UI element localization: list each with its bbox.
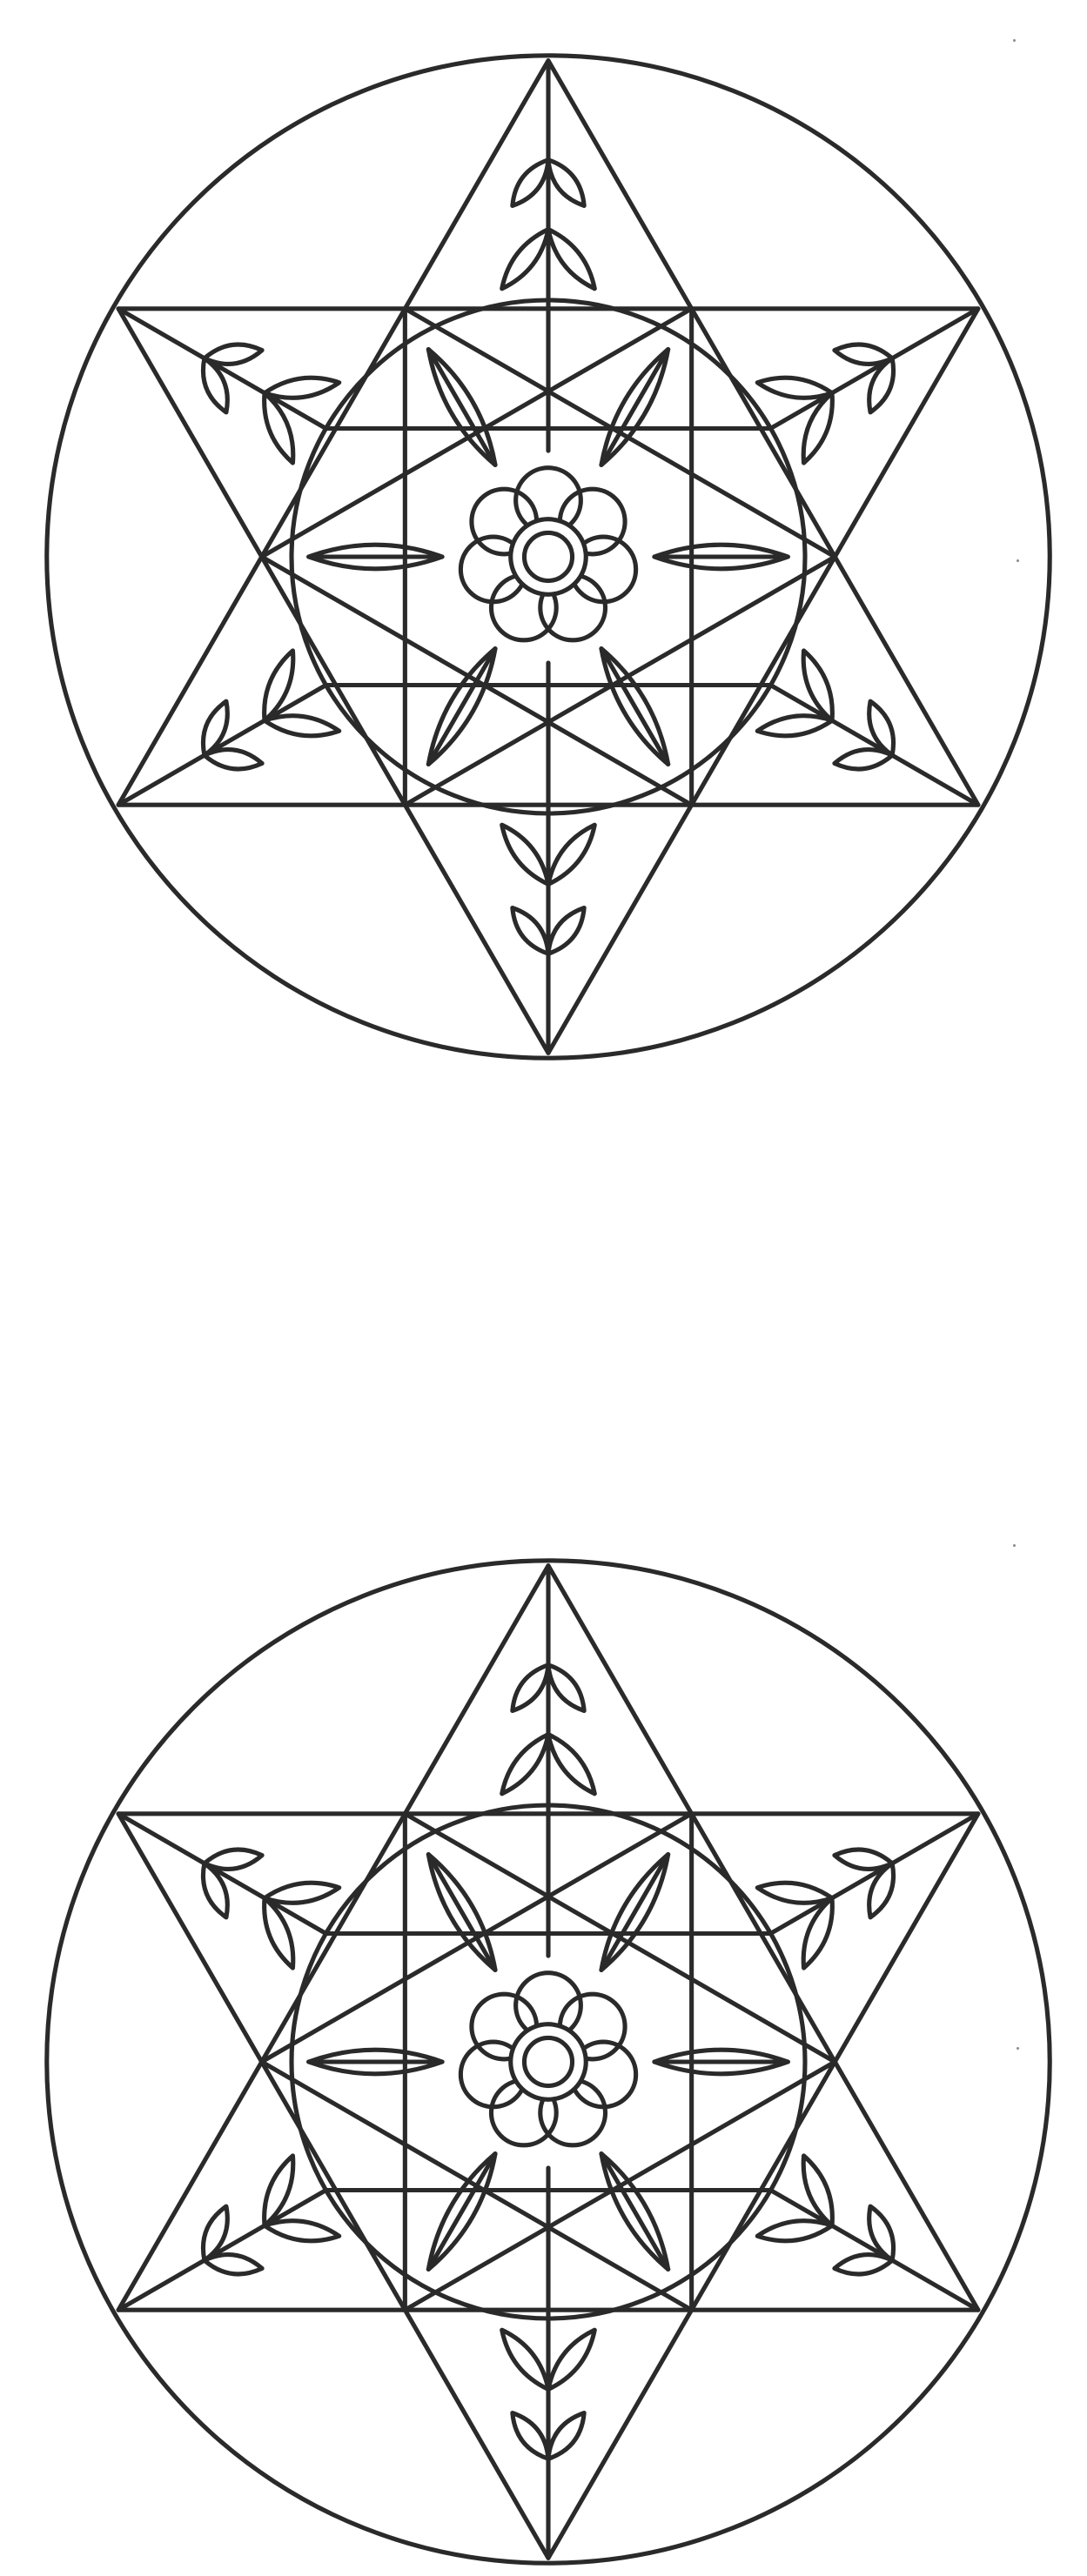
leaf-icon [832, 1847, 895, 1871]
leaf-icon [500, 1732, 551, 1797]
leaf-icon [200, 356, 230, 415]
star-spoke [116, 306, 329, 432]
petal-vein [426, 346, 498, 467]
star-spoke [116, 2187, 329, 2312]
leaf-icon [510, 1663, 551, 1713]
leaf-icon [262, 648, 296, 723]
leaf-icon [202, 2252, 265, 2277]
leaf-icon [546, 157, 587, 208]
leaf-icon [801, 391, 835, 465]
leaf-icon [500, 822, 551, 887]
petal-vein [426, 646, 498, 767]
leaf-icon [867, 2204, 896, 2263]
leaf-icon [755, 2218, 835, 2244]
leaf-icon [546, 1663, 587, 1713]
leaf-icon [262, 713, 342, 739]
leaf-icon [262, 2153, 296, 2228]
leaf-icon [755, 1880, 835, 1905]
leaf-icon [801, 1896, 835, 1970]
leaf-icon [262, 1896, 296, 1970]
mandala-bottom [35, 1549, 1062, 2575]
leaf-icon [801, 648, 835, 723]
star-spoke [116, 1811, 329, 1937]
petal-vein [599, 1851, 671, 1972]
star-spoke [768, 2187, 981, 2312]
outer-circle [44, 1558, 1052, 2566]
leaf-icon [202, 1847, 265, 1871]
leaf-icon [755, 375, 835, 400]
star-mandala-drawing [44, 1558, 1052, 2566]
star-mandala-drawing [44, 53, 1052, 1061]
leaf-icon [262, 2218, 342, 2244]
petal-vein [599, 2151, 671, 2272]
speck-mark [1013, 39, 1016, 42]
star-spoke [768, 682, 981, 807]
leaf-icon [262, 1880, 342, 1905]
leaf-icon [200, 1861, 230, 1920]
leaf-icon [867, 356, 896, 415]
leaf-icon [867, 1861, 896, 1920]
petal-vein [426, 2151, 498, 2272]
leaf-icon [262, 375, 342, 400]
leaf-icon [500, 2327, 551, 2392]
flower-icon [458, 1970, 639, 2148]
flower-center [521, 530, 575, 584]
leaf-icon [202, 342, 265, 366]
leaf-icon [801, 2153, 835, 2228]
star-spoke [116, 682, 329, 807]
leaf-icon [262, 391, 296, 465]
leaf-icon [510, 2411, 551, 2461]
leaf-icon [546, 822, 597, 887]
star-spoke [768, 306, 981, 432]
speck-mark [1017, 2047, 1019, 2050]
speck-mark [1017, 559, 1019, 562]
leaf-icon [200, 699, 230, 758]
leaf-icon [832, 2252, 895, 2277]
mandala-top [35, 43, 1062, 1070]
flower-icon [458, 465, 639, 643]
leaf-icon [202, 747, 265, 772]
leaf-icon [510, 157, 551, 208]
petal-vein [426, 1851, 498, 1972]
star-spoke [768, 1811, 981, 1937]
leaf-icon [546, 2411, 587, 2461]
leaf-icon [546, 227, 597, 291]
leaf-icon [200, 2204, 230, 2263]
leaf-icon [510, 906, 551, 956]
leaf-icon [832, 747, 895, 772]
mandala-art [44, 1558, 1052, 2566]
flower-center [521, 2035, 575, 2089]
leaf-icon [867, 699, 896, 758]
petal-vein [599, 346, 671, 467]
leaf-icon [832, 342, 895, 366]
leaf-icon [546, 906, 587, 956]
leaf-icon [500, 227, 551, 291]
leaf-icon [546, 1732, 597, 1797]
outer-circle [44, 53, 1052, 1061]
leaf-icon [755, 713, 835, 739]
speck-mark [1013, 1544, 1016, 1547]
petal-vein [599, 646, 671, 767]
mandala-art [44, 53, 1052, 1061]
leaf-icon [546, 2327, 597, 2392]
